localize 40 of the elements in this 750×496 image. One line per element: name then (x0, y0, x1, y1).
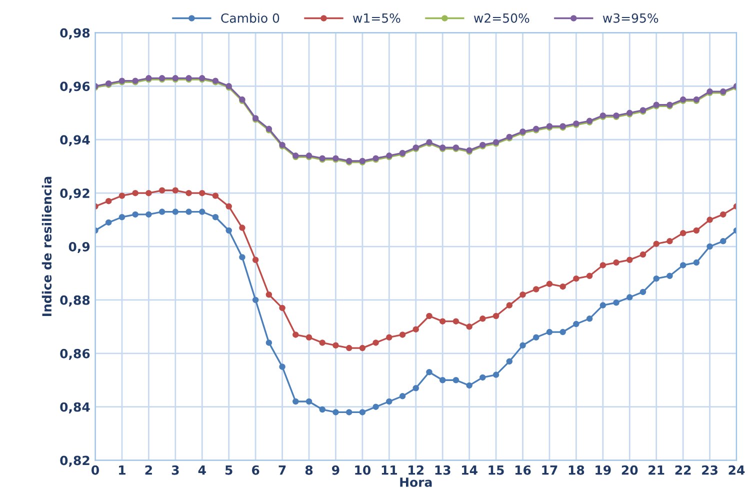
y-axis-title: Indice de resiliencia (42, 176, 52, 316)
x-tick-label: 19 (596, 465, 611, 475)
x-tick-label: 24 (728, 465, 745, 475)
y-tick-label: 0,86 (60, 348, 90, 360)
x-tick-label: 3 (172, 465, 179, 475)
x-tick-label: 6 (252, 465, 260, 475)
x-tick-label: 17 (542, 466, 558, 475)
x-axis-title: Hora (400, 478, 432, 487)
x-tick-label: 9 (332, 465, 340, 475)
x-tick-label: 20 (622, 465, 638, 475)
y-tick-label: 0,94 (60, 135, 90, 146)
x-tick-label: 16 (515, 465, 531, 475)
legend-label: w2=50% (474, 13, 530, 23)
y-tick-label: 0,96 (60, 82, 90, 93)
x-tick-label: 0 (92, 465, 99, 475)
legend-label: w1=5% (353, 13, 400, 23)
x-tick-label: 4 (198, 466, 206, 475)
y-tick-label: 0,88 (60, 295, 90, 306)
x-tick-label: 7 (278, 466, 286, 475)
y-tick-label: 0,92 (60, 188, 90, 200)
legend-label: w3=95% (602, 13, 658, 23)
legend-label: Cambio 0 (221, 13, 280, 23)
x-tick-label: 2 (145, 465, 152, 475)
x-tick-label: 8 (305, 465, 313, 475)
x-tick-label: 21 (648, 465, 664, 475)
x-tick-label: 1 (119, 466, 126, 475)
x-tick-label: 22 (675, 465, 691, 475)
x-tick-label: 11 (382, 466, 397, 475)
x-tick-label: 14 (462, 466, 478, 475)
y-tick-label: 0,98 (60, 28, 90, 40)
y-tick-label: 0,82 (60, 456, 90, 467)
x-tick-label: 10 (355, 465, 371, 475)
x-tick-label: 12 (408, 465, 424, 475)
x-tick-label: 13 (435, 465, 450, 475)
y-tick-label: 0,9 (68, 242, 90, 254)
y-tick-label: 0,84 (60, 402, 90, 414)
x-tick-label: 5 (225, 466, 232, 475)
x-tick-label: 23 (702, 465, 718, 475)
x-tick-label: 15 (488, 466, 504, 475)
x-tick-label: 18 (568, 465, 584, 475)
